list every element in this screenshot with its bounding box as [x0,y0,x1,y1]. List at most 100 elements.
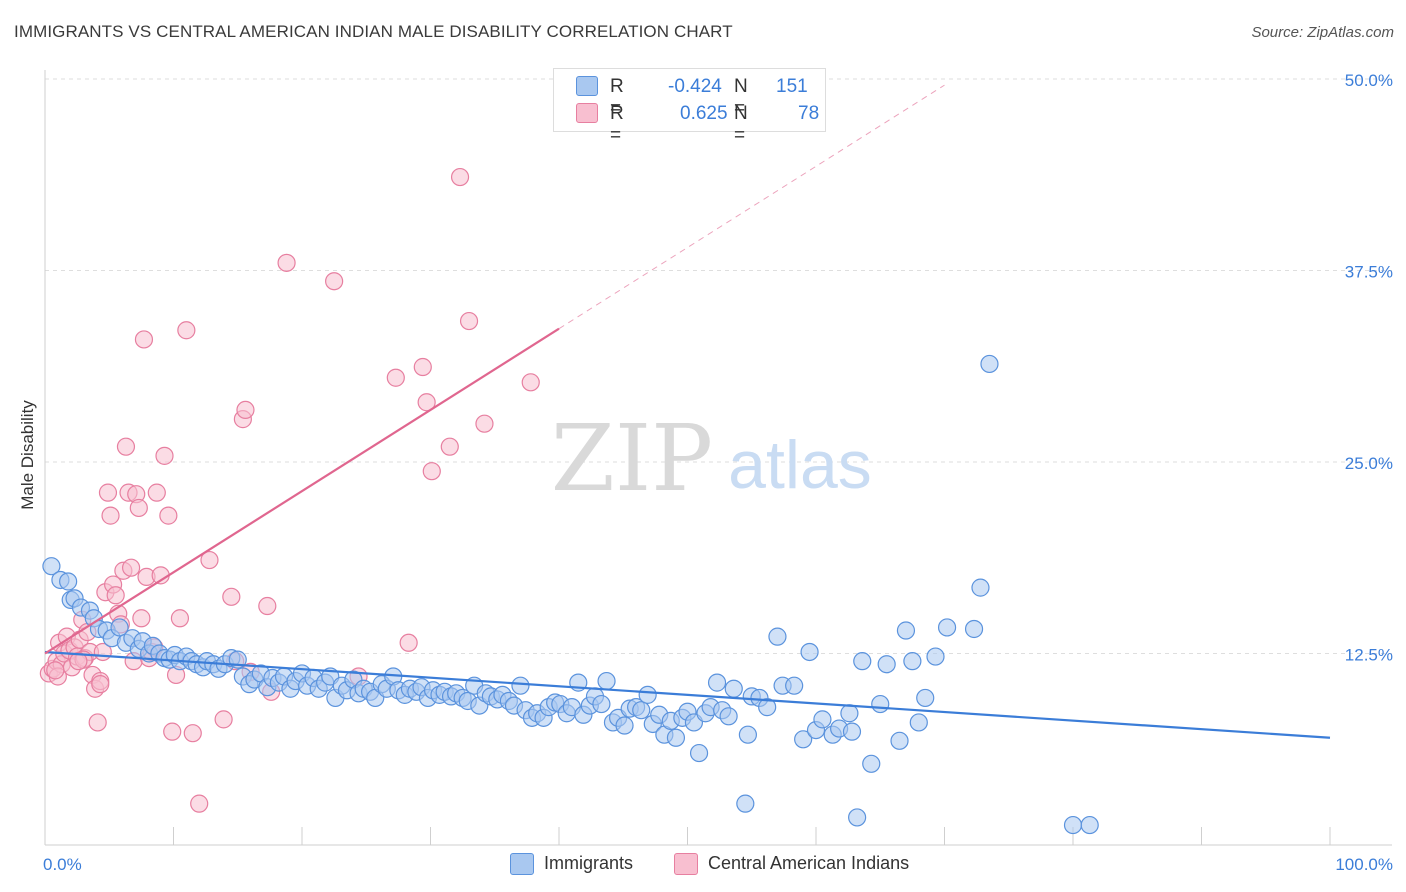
data-point [155,446,174,465]
data-point [69,652,88,671]
data-point [862,754,881,773]
data-point [258,596,277,616]
data-point [422,462,441,481]
data-point [813,710,832,729]
data-point [521,373,540,392]
data-point [399,633,418,652]
chart-title: IMMIGRANTS VS CENTRAL AMERICAN INDIAN MA… [14,22,733,41]
data-point [785,676,804,695]
data-point [689,743,709,763]
data-point [42,557,61,576]
trend-line [44,650,1331,739]
data-point [666,728,686,747]
legend-r-label: R = [610,103,624,146]
data-point [450,167,470,187]
data-point [597,671,616,691]
x-tick-label: 100.0% [1335,855,1393,874]
data-point [800,642,819,662]
data-point [937,618,957,637]
bottom-legend-swatch-immigrants [510,853,534,875]
data-point [59,572,78,591]
data-point [134,330,154,349]
data-point [88,713,107,732]
y-tick-label: 50.0% [1345,71,1393,90]
legend-r-label: R = [610,76,624,119]
watermark-zip: ZIP [551,405,713,512]
data-point [101,506,120,525]
data-point [736,794,755,813]
data-point [177,321,196,340]
data-point [615,716,634,735]
data-point [707,673,727,692]
data-point [511,676,530,695]
data-point [98,483,118,502]
legend-n-value: 151 [776,76,808,97]
data-point [132,609,151,628]
legend: R = -0.424 N = 151 R = 0.625 N = 78 [553,68,826,146]
data-point [159,506,178,525]
data-point [440,437,459,456]
trend-lines [44,84,1331,739]
legend-n-value: 78 [798,103,820,124]
tick-labels: 12.5% 25.0% 37.5% 50.0% 0.0% 100.0% [43,71,1393,874]
data-point [738,725,757,744]
data-point [916,688,935,708]
watermark: ZIP atlas [551,405,872,512]
data-point [200,550,219,570]
series-central-american-indians [39,167,540,813]
data-point [1080,815,1099,835]
trend-line [44,327,560,655]
legend-n-label: N = [734,76,748,119]
data-point [909,713,928,732]
y-tick-label: 12.5% [1345,646,1393,665]
legend-swatch-immigrants [576,76,598,96]
data-point [129,498,148,518]
bottom-legend-swatch-central-american-indians [674,853,698,875]
data-point [980,354,999,374]
data-point [121,558,141,577]
data-point [214,710,233,729]
data-point [768,627,787,646]
data-point [853,652,872,671]
data-point [413,357,432,377]
data-point [170,609,190,628]
data-point [46,661,65,680]
data-point [417,393,436,412]
data-point [147,483,166,502]
bottom-legend-label-immigrants: Immigrants [544,853,634,873]
source-label: Source: ZipAtlas.com [1251,24,1394,41]
data-point [110,618,129,637]
legend-n-label: N = [734,103,748,146]
data-point [632,701,651,720]
x-tick-label: 0.0% [43,855,82,874]
axes [44,70,1392,846]
data-point [896,621,916,640]
data-point [183,724,202,743]
data-point [236,400,255,420]
data-point [871,694,890,714]
legend-r-value: -0.424 [668,76,722,97]
y-axis-label: Male Disability [18,400,37,510]
data-point [277,253,296,272]
data-point [386,368,405,387]
data-point [719,707,738,726]
data-point [638,685,657,704]
data-point [724,679,743,698]
bottom-legend-label-central-american-indians: Central American Indians [708,853,910,873]
data-point [592,694,611,714]
data-point [842,722,862,741]
y-tick-label: 37.5% [1345,263,1393,282]
data-point [903,652,922,671]
data-point [459,311,479,331]
data-point [163,722,182,741]
data-point [794,730,813,749]
data-point [758,698,777,717]
data-point [325,272,344,291]
legend-swatch-central-american-indians [576,103,598,123]
data-point [877,655,896,674]
data-point [475,414,494,433]
data-point [190,794,209,813]
data-point [106,586,125,605]
data-point [91,675,110,694]
